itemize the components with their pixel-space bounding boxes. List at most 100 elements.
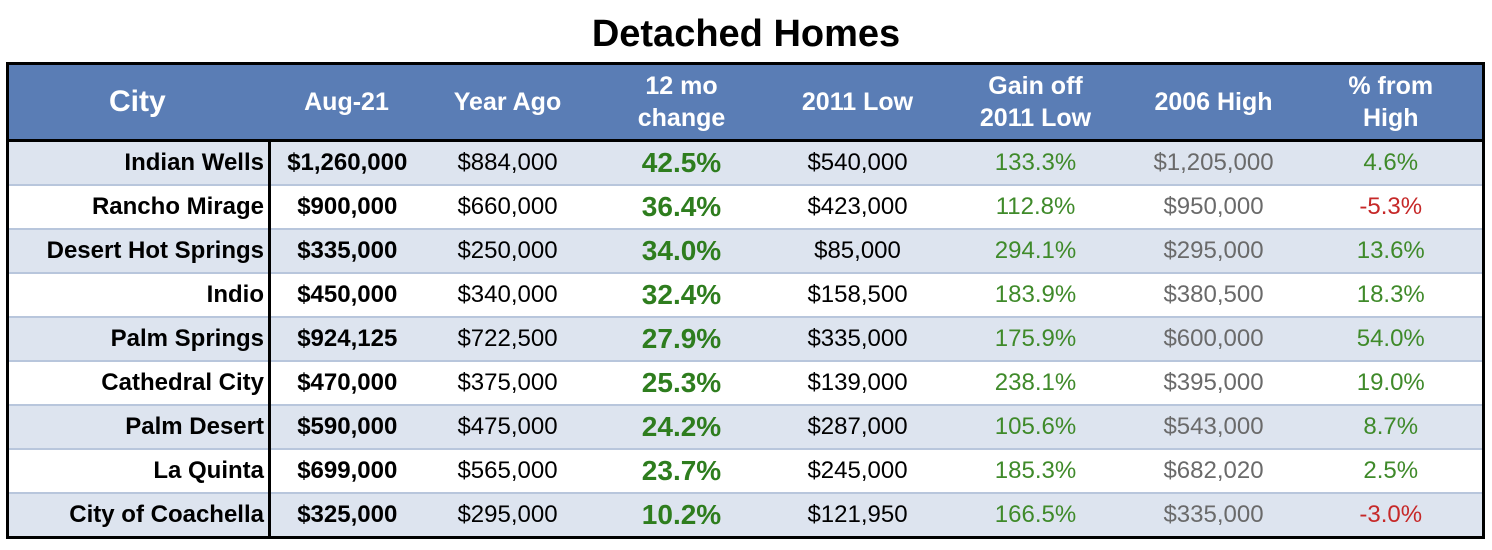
- cell-12-mo-change: 36.4%: [591, 184, 772, 230]
- cell-city: Indian Wells: [7, 139, 271, 185]
- cell-city: Desert Hot Springs: [7, 228, 271, 273]
- cell-city: Rancho Mirage: [7, 184, 271, 230]
- table-row: Desert Hot Springs $335,000 $250,000 34.0% $…: [7, 228, 1484, 273]
- cell-year-ago: $884,000: [423, 139, 592, 185]
- cell-pct-from-high: 13.6%: [1299, 228, 1484, 273]
- cell-gain-off-2011-low: 183.9%: [943, 272, 1128, 318]
- header-pct-from-high: % from High: [1299, 63, 1484, 142]
- header-12-mo-change-line2: change: [637, 104, 726, 132]
- cell-2011-low: $287,000: [771, 404, 944, 449]
- cell-pct-from-high: 19.0%: [1299, 360, 1484, 406]
- cell-aug-21: $450,000: [269, 272, 424, 318]
- header-2006-high: 2006 High: [1127, 63, 1300, 142]
- cell-aug-21: $325,000: [269, 492, 424, 538]
- cell-12-mo-change: 10.2%: [591, 492, 772, 538]
- cell-year-ago: $375,000: [423, 360, 592, 406]
- table-title: Detached Homes: [591, 13, 901, 55]
- cell-12-mo-change: 25.3%: [591, 360, 772, 406]
- header-row: City Aug-21 Year Ago 12 mo change 2011 L…: [7, 63, 1484, 142]
- cell-year-ago: $340,000: [423, 272, 592, 318]
- table-row: La Quinta $699,000 $565,000 23.7% $245,000 18…: [7, 448, 1484, 494]
- cell-gain-off-2011-low: 185.3%: [943, 448, 1128, 494]
- cell-2011-low: $335,000: [771, 316, 944, 361]
- cell-gain-off-2011-low: 238.1%: [943, 360, 1128, 406]
- cell-12-mo-change: 42.5%: [591, 139, 772, 185]
- cell-pct-from-high: 18.3%: [1299, 272, 1484, 318]
- cell-gain-off-2011-low: 166.5%: [943, 492, 1128, 538]
- cell-2006-high: $380,500: [1127, 272, 1300, 318]
- cell-gain-off-2011-low: 175.9%: [943, 316, 1128, 361]
- table-row: Palm Springs $924,125 $722,500 27.9% $335,00…: [7, 316, 1484, 361]
- header-2011-low: 2011 Low: [771, 63, 944, 142]
- table-row: Indio $450,000 $340,000 32.4% $158,500 183.9%…: [7, 272, 1484, 318]
- cell-2011-low: $158,500: [771, 272, 944, 318]
- cell-2011-low: $540,000: [771, 139, 944, 185]
- cell-12-mo-change: 34.0%: [591, 228, 772, 273]
- cell-2006-high: $1,205,000: [1127, 139, 1300, 185]
- cell-2006-high: $295,000: [1127, 228, 1300, 273]
- cell-pct-from-high: 8.7%: [1299, 404, 1484, 449]
- header-12-mo-change-line1: 12 mo: [645, 72, 718, 100]
- cell-city: Indio: [7, 272, 271, 318]
- table-row: City of Coachella $325,000 $295,000 10.2% $1…: [7, 492, 1484, 538]
- cell-2011-low: $121,950: [771, 492, 944, 538]
- cell-gain-off-2011-low: 294.1%: [943, 228, 1128, 273]
- header-gain-line1: Gain off: [988, 72, 1083, 100]
- cell-12-mo-change: 32.4%: [591, 272, 772, 318]
- cell-2006-high: $950,000: [1127, 184, 1300, 230]
- cell-pct-from-high: 4.6%: [1299, 139, 1484, 185]
- cell-2006-high: $600,000: [1127, 316, 1300, 361]
- header-city: City: [7, 63, 270, 142]
- table-row: Palm Desert $590,000 $475,000 24.2% $287,000…: [7, 404, 1484, 449]
- table-row: Rancho Mirage $900,000 $660,000 36.4% $423,0…: [7, 184, 1484, 230]
- cell-pct-from-high: 2.5%: [1299, 448, 1484, 494]
- cell-year-ago: $475,000: [423, 404, 592, 449]
- cell-year-ago: $660,000: [423, 184, 592, 230]
- cell-gain-off-2011-low: 133.3%: [943, 139, 1128, 185]
- cell-12-mo-change: 23.7%: [591, 448, 772, 494]
- cell-aug-21: $924,125: [269, 316, 424, 361]
- detached-homes-table: City Aug-21 Year Ago 12 mo change 2011 L…: [6, 62, 1485, 539]
- header-pct-line1: % from: [1348, 72, 1434, 100]
- cell-2011-low: $85,000: [771, 228, 944, 273]
- cell-aug-21: $470,000: [269, 360, 424, 406]
- cell-pct-from-high: -3.0%: [1299, 492, 1484, 538]
- cell-aug-21: $699,000: [269, 448, 424, 494]
- header-aug-21: Aug-21: [269, 63, 424, 142]
- cell-aug-21: $1,260,000: [269, 139, 424, 185]
- cell-aug-21: $900,000: [269, 184, 424, 230]
- table-row: Cathedral City $470,000 $375,000 25.3% $139,…: [7, 360, 1484, 406]
- cell-year-ago: $722,500: [423, 316, 592, 361]
- cell-2006-high: $335,000: [1127, 492, 1300, 538]
- cell-gain-off-2011-low: 105.6%: [943, 404, 1128, 449]
- cell-city: City of Coachella: [7, 492, 271, 538]
- cell-year-ago: $250,000: [423, 228, 592, 273]
- header-pct-line2: High: [1362, 104, 1419, 132]
- cell-city: Palm Desert: [7, 404, 271, 449]
- cell-aug-21: $590,000: [269, 404, 424, 449]
- cell-2011-low: $139,000: [771, 360, 944, 406]
- cell-12-mo-change: 24.2%: [591, 404, 772, 449]
- header-gain-off-2011-low: Gain off 2011 Low: [943, 63, 1128, 142]
- table-row: Indian Wells $1,260,000 $884,000 42.5% $540,…: [7, 139, 1484, 185]
- cell-city: Cathedral City: [7, 360, 271, 406]
- header-12-mo-change: 12 mo change: [591, 63, 772, 142]
- cell-city: Palm Springs: [7, 316, 271, 361]
- header-gain-line2: 2011 Low: [979, 104, 1092, 132]
- cell-2011-low: $423,000: [771, 184, 944, 230]
- cell-pct-from-high: 54.0%: [1299, 316, 1484, 361]
- cell-city: La Quinta: [7, 448, 271, 494]
- cell-2006-high: $395,000: [1127, 360, 1300, 406]
- table-body: Indian Wells $1,260,000 $884,000 42.5% $540,…: [7, 139, 1484, 538]
- cell-year-ago: $565,000: [423, 448, 592, 494]
- cell-year-ago: $295,000: [423, 492, 592, 538]
- header-year-ago: Year Ago: [423, 63, 592, 142]
- cell-gain-off-2011-low: 112.8%: [943, 184, 1128, 230]
- cell-2006-high: $543,000: [1127, 404, 1300, 449]
- cell-2006-high: $682,020: [1127, 448, 1300, 494]
- cell-aug-21: $335,000: [269, 228, 424, 273]
- cell-2011-low: $245,000: [771, 448, 944, 494]
- cell-12-mo-change: 27.9%: [591, 316, 772, 361]
- table-header: City Aug-21 Year Ago 12 mo change 2011 L…: [7, 63, 1484, 142]
